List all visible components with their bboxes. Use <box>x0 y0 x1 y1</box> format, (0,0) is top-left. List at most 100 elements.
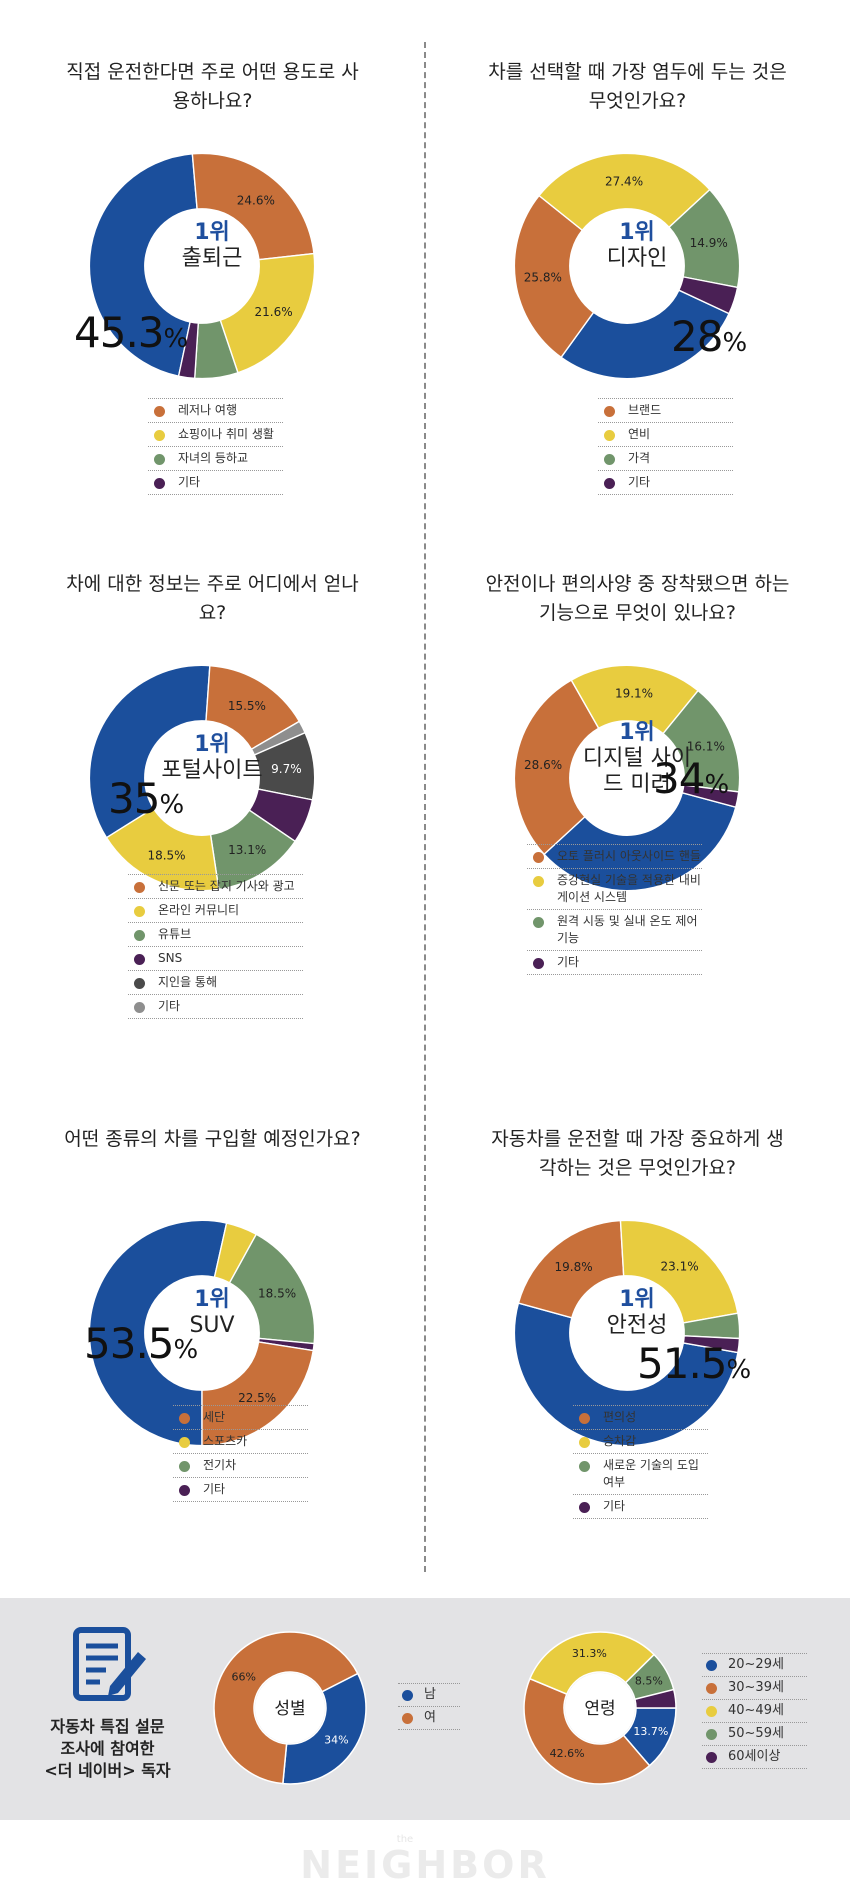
slice-5 <box>177 321 200 380</box>
footer-logo: the NEIGHBOR <box>0 1835 850 1887</box>
slice-5 <box>201 1341 315 1447</box>
rank-label: 1위 <box>194 1287 230 1312</box>
legend-label: 브랜드 <box>628 403 662 417</box>
slice-label: 27.4% <box>605 174 643 188</box>
slice-label: 34% <box>324 1733 348 1746</box>
slice-5 <box>677 276 739 315</box>
footer-logo-text: NEIGHBOR <box>300 1843 550 1887</box>
slice-label: 18.5% <box>147 848 185 862</box>
survey-caption-line: <더 네이버> 독자 <box>44 1761 171 1780</box>
legend-label: 기타 <box>178 475 201 489</box>
legend-label: 레저나 여행 <box>178 403 238 417</box>
chart-panel-2: 차를 선택할 때 가장 염두에 두는 것은 무엇인가요? 25.8% 27.4% 14… <box>425 58 850 598</box>
slice-7 <box>105 807 220 892</box>
donut-center: 1위 안전성 <box>577 1281 697 1339</box>
legend-item: 기타 <box>173 1477 308 1502</box>
slice-5 <box>681 784 740 808</box>
donut-chart: 13.7% 42.6% 31.3% 8.5% 연령 <box>523 1631 677 1785</box>
donut-chart: 24.6% 21.6% <box>88 152 316 380</box>
legend-item: 신문 또는 잡지 기사와 광고 <box>128 874 303 898</box>
legend-swatch <box>179 1461 190 1472</box>
slice-label: 19.1% <box>615 687 653 701</box>
legend-swatch <box>533 852 544 863</box>
slice-3 <box>619 1219 739 1324</box>
legend-label: 신문 또는 잡지 기사와 광고 <box>158 879 295 893</box>
legend-label: 50~59세 <box>728 1726 784 1741</box>
slice-2 <box>513 679 600 856</box>
legend-label: 여 <box>424 1710 436 1725</box>
legend-item: 온라인 커뮤니티 <box>128 898 303 922</box>
legend-label: 스포츠카 <box>203 1434 248 1448</box>
question-title: 어떤 종류의 차를 구입할 예정인가요? <box>64 1128 361 1150</box>
slice-label: 16.1% <box>687 740 725 754</box>
slice-2 <box>213 1631 359 1785</box>
donut-center: 1위 디지털 사이드 미러 <box>577 714 697 798</box>
legend-swatch <box>134 882 145 893</box>
slice-2 <box>523 1677 651 1785</box>
legend-swatch <box>604 454 615 465</box>
legend-swatch <box>134 1002 145 1013</box>
legend-label: 기타 <box>557 955 580 969</box>
legend-label: 기타 <box>158 999 181 1013</box>
chart-legend: 세단 스포츠카 전기차 기타 <box>173 1405 308 1502</box>
legend-label: 온라인 커뮤니티 <box>158 903 240 917</box>
legend-label: 가격 <box>628 451 651 465</box>
legend-label: 쇼핑이나 취미 생활 <box>178 427 274 441</box>
chart-panel-1: 직접 운전한다면 주로 어떤 용도로 사용하나요? 24.6% 21.6% 1위 출퇴근… <box>0 58 425 598</box>
legend-item: 오토 플러시 아웃사이드 핸들 <box>527 844 702 868</box>
question-title: 자동차를 운전할 때 가장 중요하게 생각하는 것은 무엇인가요? <box>491 1128 784 1179</box>
slice-label: 18.5% <box>258 1286 296 1300</box>
slice-label: 8.5% <box>635 1674 663 1687</box>
legend-item: 60세이상 <box>702 1745 807 1769</box>
slice-label: 24.6% <box>237 194 275 208</box>
legend-label: 연비 <box>628 427 651 441</box>
legend-swatch <box>154 430 165 441</box>
slice-1 <box>88 664 211 839</box>
legend-item: 기타 <box>148 470 283 495</box>
slice-label: 66% <box>231 1670 255 1683</box>
legend-swatch <box>604 430 615 441</box>
legend-label: 오토 플러시 아웃사이드 핸들 <box>557 849 701 863</box>
legend-swatch <box>154 478 165 489</box>
legend-item: 기타 <box>598 470 733 495</box>
center-label: 포털사이트 <box>161 758 263 783</box>
legend-item: 20~29세 <box>702 1653 807 1676</box>
center-label: SUV <box>189 1313 235 1338</box>
legend-item: 여 <box>398 1706 460 1730</box>
legend-swatch <box>579 1413 590 1424</box>
legend-label: 기타 <box>203 1482 226 1496</box>
center-label: 성별 <box>274 1699 305 1719</box>
legend-swatch <box>706 1660 717 1671</box>
legend-swatch <box>706 1683 717 1694</box>
donut-hole <box>565 1673 635 1743</box>
legend-label: 30~39세 <box>728 1680 784 1695</box>
legend-label: 지인을 통해 <box>158 975 218 989</box>
slice-label: 13.7% <box>633 1725 668 1738</box>
slice-1 <box>543 791 737 892</box>
donut-center: 1위 디자인 <box>577 214 697 272</box>
legend-swatch <box>579 1437 590 1448</box>
legend-item: 유튜브 <box>128 922 303 946</box>
slice-1 <box>88 153 198 377</box>
legend-label: 남 <box>424 1687 436 1702</box>
legend-label: 편의성 <box>603 1410 637 1424</box>
legend-item: 편의성 <box>573 1405 708 1429</box>
question-title: 직접 운전한다면 주로 어떤 용도로 사용하나요? <box>66 61 359 112</box>
question-title: 안전이나 편의사양 중 장착됐으면 하는 기능으로 무엇이 있나요? <box>485 573 790 624</box>
rank-label: 1위 <box>619 1287 655 1312</box>
legend-swatch <box>706 1752 717 1763</box>
slice-label: 31.3% <box>572 1647 607 1660</box>
legend-label: 20~29세 <box>728 1657 784 1672</box>
slice-label: 25.8% <box>524 271 562 285</box>
chart-panel-5: 어떤 종류의 차를 구입할 예정인가요? 18.5% 22.5% 1위 SUV 53.5%… <box>0 1125 425 1665</box>
chart-panel-6: 자동차를 운전할 때 가장 중요하게 생각하는 것은 무엇인가요? 19.8% 23… <box>425 1125 850 1665</box>
survey-caption-line: 조사에 참여한 <box>60 1739 155 1758</box>
slice-label: 42.6% <box>550 1747 585 1760</box>
legend-swatch <box>402 1713 413 1724</box>
legend-swatch <box>402 1690 413 1701</box>
question-title: 차를 선택할 때 가장 염두에 두는 것은 무엇인가요? <box>488 61 787 112</box>
legend-item: SNS <box>128 946 303 970</box>
